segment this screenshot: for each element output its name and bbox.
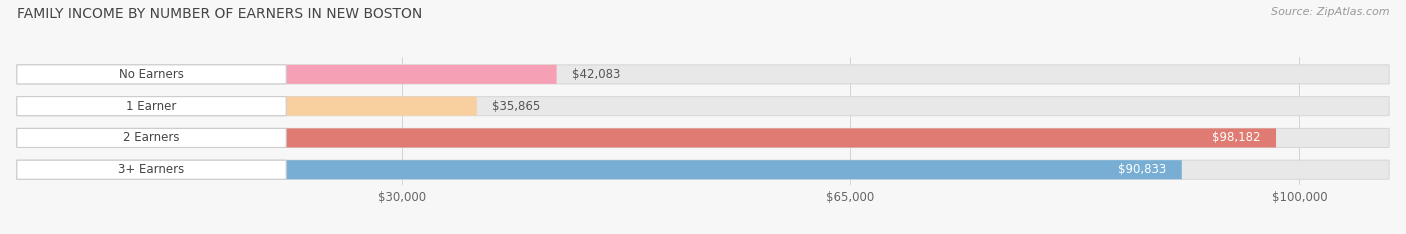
Text: $98,182: $98,182	[1212, 132, 1261, 144]
FancyBboxPatch shape	[17, 128, 1277, 147]
FancyBboxPatch shape	[17, 160, 287, 179]
Text: $90,833: $90,833	[1118, 163, 1167, 176]
FancyBboxPatch shape	[17, 97, 477, 116]
FancyBboxPatch shape	[17, 128, 1389, 147]
FancyBboxPatch shape	[17, 65, 287, 84]
Text: $35,865: $35,865	[492, 100, 540, 113]
Text: FAMILY INCOME BY NUMBER OF EARNERS IN NEW BOSTON: FAMILY INCOME BY NUMBER OF EARNERS IN NE…	[17, 7, 422, 21]
FancyBboxPatch shape	[17, 65, 557, 84]
FancyBboxPatch shape	[17, 97, 1389, 116]
Text: $42,083: $42,083	[572, 68, 620, 81]
FancyBboxPatch shape	[17, 97, 287, 116]
Text: Source: ZipAtlas.com: Source: ZipAtlas.com	[1271, 7, 1389, 17]
Text: 3+ Earners: 3+ Earners	[118, 163, 184, 176]
FancyBboxPatch shape	[17, 160, 1182, 179]
FancyBboxPatch shape	[17, 65, 1389, 84]
Text: 1 Earner: 1 Earner	[127, 100, 177, 113]
Text: No Earners: No Earners	[120, 68, 184, 81]
FancyBboxPatch shape	[17, 160, 1389, 179]
Text: 2 Earners: 2 Earners	[124, 132, 180, 144]
FancyBboxPatch shape	[17, 128, 287, 147]
